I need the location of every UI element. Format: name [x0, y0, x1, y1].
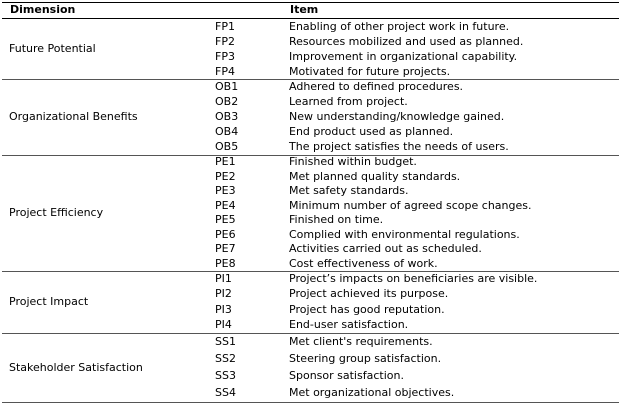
- item-code: SS1: [215, 334, 236, 348]
- item-code: PE6: [215, 227, 236, 241]
- item-text: Resources mobilized and used as planned.: [289, 34, 524, 48]
- rule: [2, 271, 619, 272]
- item-code: PI3: [215, 302, 232, 316]
- item-text: Project has good reputation.: [289, 302, 445, 316]
- item-code: OB5: [215, 140, 239, 154]
- item-code: FP2: [215, 34, 235, 48]
- item-text: Project’s impacts on beneficiaries are v…: [289, 271, 538, 285]
- item-text: Met safety standards.: [289, 184, 409, 198]
- item-text: Finished within budget.: [289, 155, 417, 169]
- rule: [2, 2, 619, 3]
- item-text: Met planned quality standards.: [289, 169, 461, 183]
- rule: [2, 18, 619, 19]
- item-code: PE2: [215, 169, 236, 183]
- header-item: Item: [290, 3, 319, 16]
- item-code: PI2: [215, 287, 232, 301]
- item-code: OB1: [215, 79, 239, 93]
- item-code: SS4: [215, 386, 236, 400]
- item-code: OB3: [215, 110, 239, 123]
- item-code: PI4: [215, 318, 232, 332]
- dimension: Project Impact: [9, 295, 89, 308]
- item-text: New understanding/knowledge gained.: [289, 110, 505, 123]
- item-code: SS3: [215, 369, 236, 383]
- item-code: SS2: [215, 351, 236, 365]
- item-text: Steering group satisfaction.: [289, 351, 442, 365]
- dimension: Project Efficiency: [9, 206, 104, 219]
- item-code: OB2: [215, 94, 239, 108]
- item-text: Adhered to defined procedures.: [289, 79, 464, 93]
- item-code: PI1: [215, 271, 232, 285]
- item-code: PE5: [215, 213, 236, 227]
- item-text: The project satisfies the needs of users…: [289, 140, 509, 154]
- rule: [2, 402, 619, 403]
- dimension: Organizational Benefits: [9, 110, 138, 123]
- item-code: FP4: [215, 64, 235, 78]
- item-code: FP1: [215, 19, 235, 33]
- item-text: Motivated for future projects.: [289, 64, 451, 78]
- item-text: Learned from project.: [289, 94, 408, 108]
- item-code: OB4: [215, 125, 239, 139]
- rule: [2, 333, 619, 334]
- item-text: Cost effectiveness of work.: [289, 256, 438, 270]
- item-code: FP3: [215, 49, 235, 63]
- item-text: Met client's requirements.: [289, 334, 433, 348]
- item-code: PE4: [215, 198, 236, 212]
- dimension: Stakeholder Satisfaction: [9, 360, 143, 374]
- item-text: Project achieved its purpose.: [289, 287, 449, 301]
- dimension: Future Potential: [9, 42, 96, 55]
- item-text: Finished on time.: [289, 213, 384, 227]
- item-text: End-user satisfaction.: [289, 318, 409, 332]
- item-code: PE8: [215, 256, 236, 270]
- item-text: Complied with environmental regulations.: [289, 227, 520, 241]
- item-text: Enabling of other project work in future…: [289, 19, 510, 33]
- item-code: PE1: [215, 155, 236, 169]
- item-text: Met organizational objectives.: [289, 386, 455, 400]
- rule: [2, 79, 619, 80]
- rule: [2, 155, 619, 156]
- item-code: PE3: [215, 184, 236, 198]
- item-text: Sponsor satisfaction.: [289, 369, 404, 383]
- item-text: Minimum number of agreed scope changes.: [289, 198, 532, 212]
- item-text: End product used as planned.: [289, 125, 454, 139]
- item-text: Improvement in organizational capability…: [289, 49, 518, 63]
- header-dimension: Dimension: [10, 3, 76, 16]
- item-text: Activities carried out as scheduled.: [289, 242, 482, 256]
- item-code: PE7: [215, 242, 236, 256]
